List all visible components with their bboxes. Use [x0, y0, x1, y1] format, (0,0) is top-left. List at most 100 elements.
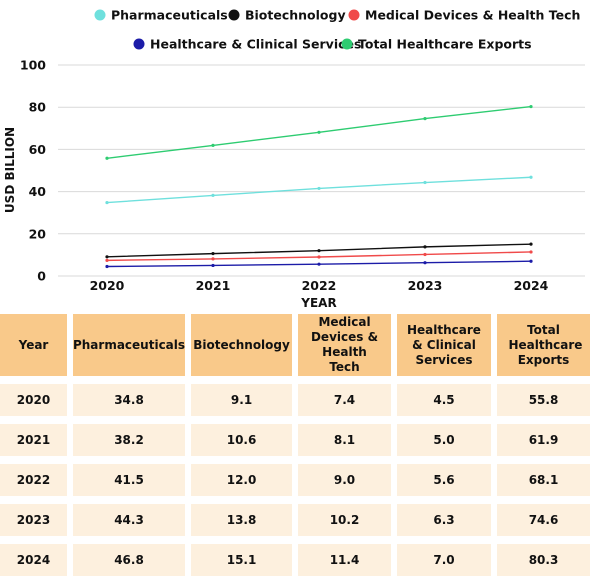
data-point — [529, 250, 533, 254]
legend-label: Biotechnology — [245, 8, 346, 23]
table-row: 2024 46.8 15.1 11.4 7.0 80.3 — [0, 536, 590, 576]
table-cell: 61.9 — [496, 416, 590, 456]
table-cell: 44.3 — [72, 496, 192, 536]
data-point — [423, 180, 427, 185]
x-tick-label: 2022 — [302, 278, 337, 293]
table-cell: 5.0 — [397, 416, 497, 456]
column-header-pharmaceuticals: Pharmaceuticals — [72, 314, 192, 376]
data-point — [317, 186, 321, 191]
y-tick-label: 60 — [29, 142, 47, 157]
legend-item: Healthcare & Clinical Services — [133, 37, 361, 52]
y-tick-label: 0 — [37, 269, 46, 284]
data-point — [529, 259, 533, 263]
table-header-row: Year Pharmaceuticals Biotechnology Medic… — [0, 314, 590, 376]
legend-marker — [94, 9, 106, 21]
legend-marker — [133, 38, 145, 50]
table-cell: 80.3 — [496, 536, 590, 576]
table-cell: 55.8 — [496, 376, 590, 416]
chart-grid — [58, 64, 585, 277]
y-tick-label: 40 — [29, 184, 47, 199]
table-cell: 34.8 — [72, 376, 192, 416]
data-point — [105, 264, 109, 269]
column-header-healthcare-services: Healthcare & Clinical Services — [397, 314, 497, 376]
column-header-medical-devices: Medical Devices & Health Tech — [298, 314, 397, 376]
table-cell: 7.4 — [298, 376, 397, 416]
legend-marker — [348, 9, 360, 21]
legend-item: Medical Devices & Health Tech — [348, 8, 580, 23]
y-tick-label: 100 — [20, 58, 46, 73]
legend-label: Pharmaceuticals — [111, 8, 228, 23]
chart-legend: Pharmaceuticals Biotechnology Medical Devi… — [94, 8, 580, 52]
table-cell: 9.1 — [191, 376, 299, 416]
table-cell: 8.1 — [298, 416, 397, 456]
table-row: 2020 34.8 9.1 7.4 4.5 55.8 — [0, 376, 590, 416]
x-tick-label: 2024 — [514, 278, 549, 293]
chart-series — [105, 104, 533, 269]
data-point — [317, 249, 321, 253]
legend-marker — [228, 9, 240, 21]
y-axis-title: USD BILLION — [3, 127, 17, 213]
data-point — [317, 130, 321, 134]
x-tick-label: 2020 — [90, 278, 125, 293]
table-cell: 15.1 — [191, 536, 299, 576]
data-point — [423, 116, 427, 121]
table-cell: 68.1 — [496, 456, 590, 496]
table-body: 2020 34.8 9.1 7.4 4.5 55.8 2021 38.2 10.6 8.1 5.0 6… — [0, 376, 590, 576]
series-group — [105, 259, 533, 269]
data-point — [529, 175, 533, 179]
y-axis-ticks: 0 20 40 60 80 100 — [20, 58, 46, 284]
legend-label: Total Healthcare Exports — [358, 37, 532, 52]
data-point — [529, 104, 533, 109]
data-point — [423, 261, 427, 265]
legend-item: Pharmaceuticals — [94, 8, 228, 23]
data-point — [105, 156, 109, 160]
table-cell: 9.0 — [298, 456, 397, 496]
table-row: 2023 44.3 13.8 10.2 6.3 74.6 — [0, 496, 590, 536]
x-axis-title: YEAR — [300, 296, 336, 310]
table-cell: 46.8 — [72, 536, 192, 576]
data-point — [423, 245, 427, 249]
data-point — [211, 257, 215, 261]
legend-label: Medical Devices & Health Tech — [365, 8, 580, 23]
column-header-year: Year — [0, 314, 73, 376]
column-header-total-exports: Total Healthcare Exports — [496, 314, 590, 376]
data-point — [211, 193, 215, 197]
table-cell: 7.0 — [397, 536, 497, 576]
data-point — [211, 263, 215, 268]
legend-item: Biotechnology — [228, 8, 346, 23]
table-cell: 10.2 — [298, 496, 397, 536]
data-point — [105, 255, 109, 259]
table-cell: 2022 — [0, 456, 73, 496]
table-cell: 2023 — [0, 496, 73, 536]
series-group — [105, 242, 533, 259]
table-row: 2021 38.2 10.6 8.1 5.0 61.9 — [0, 416, 590, 456]
table-cell: 5.6 — [397, 456, 497, 496]
data-point — [211, 143, 215, 147]
x-tick-label: 2021 — [196, 278, 231, 293]
table-cell: 41.5 — [72, 456, 192, 496]
table-cell: 6.3 — [397, 496, 497, 536]
legend-item: Total Healthcare Exports — [341, 37, 532, 52]
table-row: 2022 41.5 12.0 9.0 5.6 68.1 — [0, 456, 590, 496]
table-cell: 2024 — [0, 536, 73, 576]
data-point — [105, 200, 109, 205]
data-table: Year Pharmaceuticals Biotechnology Medic… — [0, 314, 590, 576]
y-tick-label: 80 — [29, 100, 47, 115]
series-group — [105, 175, 533, 205]
x-axis-ticks: 2020 2021 2022 2023 2024 — [90, 278, 549, 293]
column-header-biotechnology: Biotechnology — [191, 314, 299, 376]
table-cell: 13.8 — [191, 496, 299, 536]
data-point — [317, 255, 321, 259]
table-cell: 2020 — [0, 376, 73, 416]
data-point — [317, 262, 321, 266]
table-cell: 38.2 — [72, 416, 192, 456]
data-point — [105, 258, 109, 262]
table-cell: 4.5 — [397, 376, 497, 416]
table-cell: 74.6 — [496, 496, 590, 536]
x-tick-label: 2023 — [408, 278, 443, 293]
legend-marker — [341, 38, 353, 50]
line-chart: Pharmaceuticals Biotechnology Medical Devi… — [3, 8, 585, 310]
header-healthcare-services-text: Healthcare & Clinical Services — [407, 322, 481, 367]
table-cell: 10.6 — [191, 416, 299, 456]
data-point — [529, 242, 533, 246]
